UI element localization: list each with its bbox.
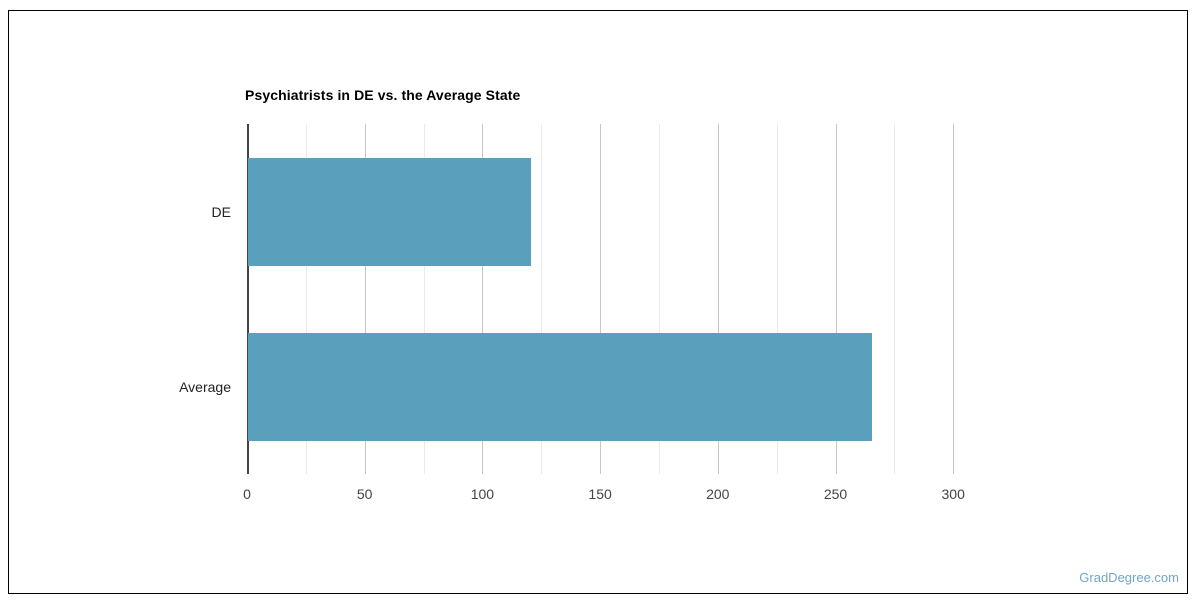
major-gridline (835, 124, 837, 474)
minor-gridline (541, 124, 543, 474)
x-tick-label-50: 50 (356, 486, 373, 502)
major-gridline (600, 124, 602, 474)
major-gridline (717, 124, 719, 474)
minor-gridline (658, 124, 660, 474)
major-gridline (953, 124, 955, 474)
minor-gridline (894, 124, 896, 474)
minor-gridline (776, 124, 778, 474)
major-gridline (364, 124, 366, 474)
major-gridline (482, 124, 484, 474)
category-label-average: Average (179, 378, 231, 395)
minor-gridline (423, 124, 425, 474)
x-tick-label-0: 0 (243, 486, 251, 502)
x-tick-label-150: 150 (588, 486, 612, 502)
chart-frame: Psychiatrists in DE vs. the Average Stat… (8, 10, 1188, 594)
x-tick-label-100: 100 (470, 486, 495, 502)
bar-average[interactable] (248, 332, 872, 441)
watermark-link[interactable]: GradDegree.com (1079, 570, 1179, 585)
bar-de[interactable] (248, 157, 531, 266)
minor-gridline (305, 124, 307, 474)
x-tick-label-300: 300 (941, 486, 965, 502)
y-axis-line (247, 124, 249, 474)
chart-title: Psychiatrists in DE vs. the Average Stat… (245, 87, 521, 103)
x-tick-label-250: 250 (823, 486, 848, 502)
category-label-de: DE (211, 203, 231, 220)
x-tick-label-200: 200 (706, 486, 730, 502)
plot-area: DE Average 0 50 100 150 200 250 300 (179, 124, 1012, 502)
